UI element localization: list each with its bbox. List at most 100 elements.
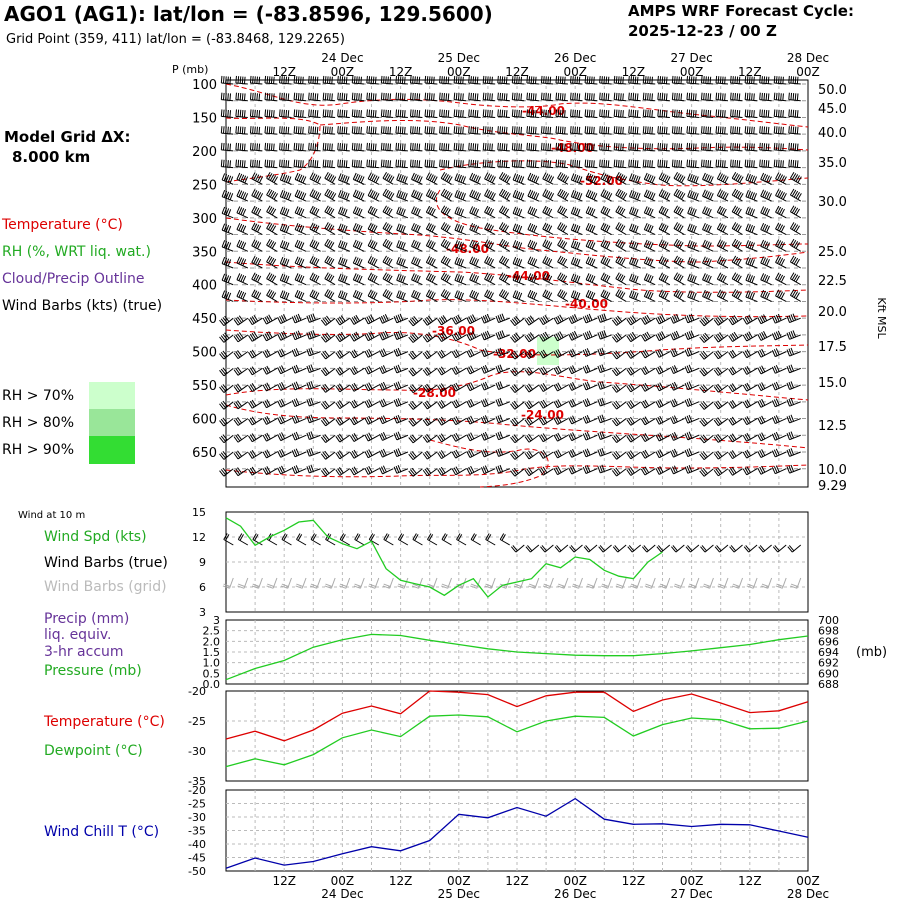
barb-feather [593, 93, 595, 101]
upper-wind-barb [320, 350, 336, 360]
barb-feather [780, 242, 785, 249]
barb-feather [281, 257, 286, 265]
upper-wind-barb [760, 239, 772, 252]
barb-feather [775, 364, 780, 372]
barb-feather [251, 256, 256, 263]
barb-feather [439, 317, 444, 324]
upper-wind-barb [540, 92, 554, 102]
barb-feather [252, 109, 254, 117]
barb-feather [742, 384, 748, 392]
barb-feather [629, 290, 633, 298]
barb-feather [547, 93, 549, 101]
upper-wind-barb [557, 188, 570, 202]
barb-feather [451, 334, 457, 342]
barb-feather [516, 143, 518, 151]
barb-feather [557, 315, 562, 323]
barb-feather [688, 347, 693, 355]
barb-feather [457, 126, 460, 134]
barb-feather [293, 399, 298, 406]
upper-wind-barb [657, 109, 670, 118]
barb-feather [542, 222, 547, 230]
barb-feather [620, 175, 626, 182]
barb-feather [788, 382, 793, 389]
barb-feather [368, 159, 371, 167]
barb-feather [733, 206, 739, 214]
barb-feather [687, 240, 691, 248]
upper-wind-barb [629, 173, 641, 185]
barb-feather [794, 76, 797, 84]
upper-wind-barb [366, 109, 379, 118]
barb-feather [604, 174, 609, 182]
barb-feather [658, 289, 663, 297]
upper-wind-barb [670, 314, 685, 324]
barb-feather [651, 176, 656, 184]
upper-wind-barb [613, 75, 627, 85]
barb-feather [368, 382, 373, 389]
barb-feather [794, 93, 797, 101]
upper-wind-barb [335, 331, 350, 343]
upper-wind-barb [454, 273, 467, 286]
barb-feather [628, 367, 633, 375]
upper-wind-barb [468, 92, 481, 102]
upper-wind-barb [279, 92, 292, 102]
upper-wind-barb [539, 331, 554, 342]
barb-feather [728, 368, 733, 376]
barb-feather [484, 222, 489, 230]
upper-wind-barb [539, 349, 554, 359]
barb-feather [572, 109, 574, 117]
barb-feather [338, 273, 342, 281]
barb-shaft [266, 317, 278, 325]
barb-feather [489, 192, 494, 199]
barb-feather [599, 365, 603, 372]
upper-wind-barb [498, 222, 510, 235]
barb-shaft [775, 228, 787, 235]
barb-feather [249, 400, 255, 408]
barb-feather [559, 331, 564, 338]
barb-feather [370, 143, 373, 151]
barb-feather [283, 241, 288, 249]
barb-feather [746, 76, 749, 84]
barb-feather [424, 75, 427, 83]
barb-feather [238, 274, 243, 281]
barb-feather [310, 126, 312, 134]
barb-feather [658, 172, 663, 180]
barb-feather [786, 332, 791, 340]
barb-feather [484, 109, 487, 117]
upper-wind-barb [308, 142, 321, 152]
barb-feather [746, 159, 749, 167]
barb-feather [387, 160, 389, 168]
barb-feather [240, 174, 245, 182]
barb-feather [495, 315, 500, 323]
barb-feather [374, 126, 377, 134]
barb-feather [543, 92, 545, 100]
barb-feather [279, 173, 284, 181]
barb-feather [504, 208, 509, 216]
barb-feather [503, 143, 506, 151]
barb-feather [455, 315, 460, 323]
barb-feather [314, 109, 317, 118]
barb-feather [279, 273, 284, 281]
upper-wind-barb [716, 172, 729, 185]
barb-shaft [484, 317, 496, 324]
barb-feather [634, 160, 637, 168]
barb-feather [700, 92, 703, 100]
barb-feather [249, 384, 255, 391]
barb-feather [761, 315, 766, 322]
barb-feather [367, 256, 372, 263]
barb-feather [576, 192, 581, 200]
barb-feather [644, 159, 647, 167]
upper-wind-barb [251, 205, 263, 219]
upper-wind-barb [309, 272, 321, 286]
barb-feather [500, 273, 506, 280]
barb-shaft [512, 263, 525, 269]
barb-feather [293, 109, 296, 117]
barb-feather [702, 384, 708, 391]
barb-feather [732, 159, 734, 167]
barb-shaft [236, 229, 249, 236]
barb-feather [763, 314, 768, 321]
barb-feather [370, 76, 373, 84]
barb-feather [644, 92, 647, 100]
upper-wind-barb [349, 349, 365, 359]
upper-wind-barb [557, 222, 569, 235]
barb-shaft [600, 384, 612, 390]
